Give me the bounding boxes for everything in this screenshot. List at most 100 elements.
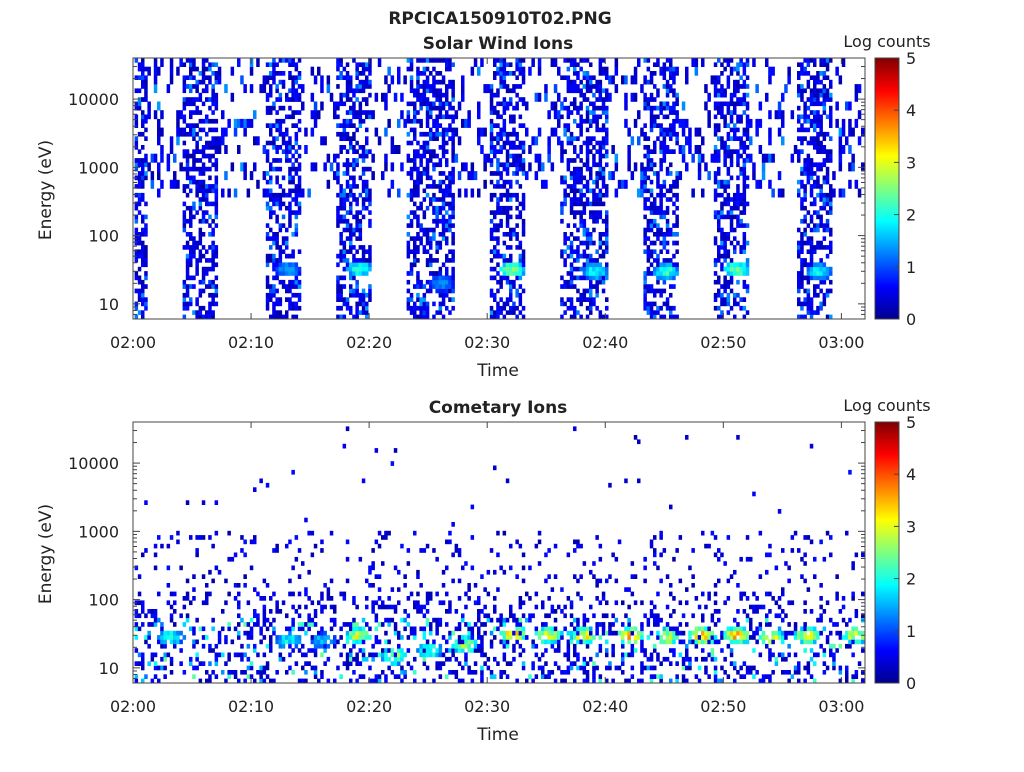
- heatmap-cell: [448, 670, 452, 675]
- heatmap-cell: [211, 232, 215, 237]
- heatmap-cell: [800, 232, 804, 237]
- heatmap-cell: [733, 202, 737, 207]
- heatmap-cell: [736, 62, 740, 67]
- heatmap-cell: [141, 176, 145, 181]
- heatmap-cell: [410, 84, 414, 89]
- heatmap-cell: [301, 84, 305, 93]
- heatmap-cell: [522, 193, 526, 198]
- heatmap-cell: [365, 310, 369, 315]
- heatmap-cell: [195, 553, 199, 558]
- heatmap-cell: [810, 162, 814, 167]
- heatmap-cell: [487, 154, 491, 163]
- heatmap-cell: [573, 223, 577, 228]
- heatmap-cell: [272, 284, 276, 289]
- heatmap-cell: [359, 245, 363, 250]
- heatmap-cell: [672, 284, 676, 289]
- heatmap-cell: [304, 592, 308, 597]
- heatmap-cell: [707, 110, 711, 119]
- heatmap-cell: [839, 162, 843, 171]
- heatmap-cell: [298, 75, 302, 80]
- heatmap-cell: [733, 128, 737, 133]
- heatmap-cell: [823, 136, 827, 141]
- heatmap-cell: [746, 84, 750, 89]
- heatmap-cell: [669, 128, 673, 133]
- heatmap-cell: [445, 306, 449, 311]
- heatmap-cell: [285, 149, 289, 154]
- heatmap-cell: [522, 306, 526, 311]
- heatmap-cell: [435, 258, 439, 263]
- heatmap-cell: [643, 276, 647, 281]
- heatmap-cell: [429, 110, 433, 115]
- heatmap-cell: [669, 149, 673, 154]
- heatmap-cell: [810, 202, 814, 207]
- heatmap-cell: [583, 184, 587, 189]
- heatmap-cell: [429, 648, 433, 653]
- heatmap-cell: [659, 110, 663, 115]
- heatmap-cell: [717, 75, 721, 80]
- heatmap-cell: [579, 254, 583, 259]
- heatmap-cell: [723, 58, 727, 63]
- heatmap-cell: [448, 540, 452, 545]
- heatmap-cell: [800, 97, 804, 102]
- heatmap-cell: [554, 84, 558, 93]
- heatmap-cell: [807, 310, 811, 315]
- heatmap-cell: [362, 167, 366, 172]
- heatmap-cell: [666, 93, 670, 98]
- heatmap-cell: [493, 62, 497, 67]
- heatmap-cell: [512, 284, 516, 289]
- heatmap-cell: [583, 176, 587, 181]
- heatmap-cell: [807, 293, 811, 298]
- heatmap-cell: [573, 310, 577, 315]
- heatmap-cell: [739, 202, 743, 207]
- heatmap-cell: [199, 158, 203, 163]
- heatmap-cell: [291, 284, 295, 289]
- heatmap-cell: [451, 276, 455, 281]
- heatmap-cell: [634, 75, 638, 84]
- heatmap-cell: [835, 67, 839, 76]
- heatmap-cell: [663, 75, 667, 80]
- heatmap-cell: [739, 210, 743, 215]
- heatmap-cell: [272, 67, 276, 72]
- heatmap-cell: [275, 267, 279, 272]
- heatmap-cell: [211, 110, 215, 115]
- heatmap-cell: [227, 670, 231, 675]
- heatmap-cell: [650, 228, 654, 233]
- heatmap-cell: [445, 223, 449, 228]
- heatmap-cell: [663, 271, 667, 276]
- heatmap-cell: [739, 271, 743, 276]
- heatmap-cell: [407, 67, 411, 72]
- heatmap-cell: [205, 84, 209, 89]
- heatmap-cell: [275, 262, 279, 267]
- heatmap-cell: [307, 622, 311, 627]
- heatmap-cell: [647, 154, 651, 159]
- heatmap-cell: [314, 635, 318, 640]
- heatmap-cell: [349, 84, 353, 89]
- heatmap-cell: [215, 193, 219, 198]
- heatmap-cell: [192, 132, 196, 137]
- heatmap-cell: [429, 258, 433, 263]
- heatmap-cell: [410, 62, 414, 67]
- heatmap-cell: [349, 80, 353, 85]
- heatmap-cell: [643, 306, 647, 311]
- heatmap-cell: [727, 193, 731, 198]
- heatmap-cell: [560, 284, 564, 289]
- heatmap-cell: [141, 653, 145, 658]
- heatmap-cell: [714, 306, 718, 311]
- heatmap-cell: [458, 661, 462, 666]
- heatmap-cell: [778, 171, 782, 180]
- heatmap-cell: [211, 648, 215, 653]
- heatmap-cell: [384, 535, 388, 540]
- heatmap-cell: [727, 171, 731, 176]
- heatmap-cell: [362, 262, 366, 267]
- heatmap-cell: [339, 254, 343, 259]
- heatmap-cell: [730, 115, 734, 120]
- heatmap-cell: [599, 162, 603, 167]
- heatmap-cell: [522, 219, 526, 224]
- heatmap-cell: [240, 657, 244, 662]
- heatmap-cell: [563, 176, 567, 181]
- heatmap-cell: [451, 180, 455, 185]
- heatmap-cell: [621, 180, 625, 189]
- heatmap-cell: [186, 500, 190, 505]
- heatmap-cell: [675, 223, 679, 228]
- heatmap-cell: [672, 119, 676, 124]
